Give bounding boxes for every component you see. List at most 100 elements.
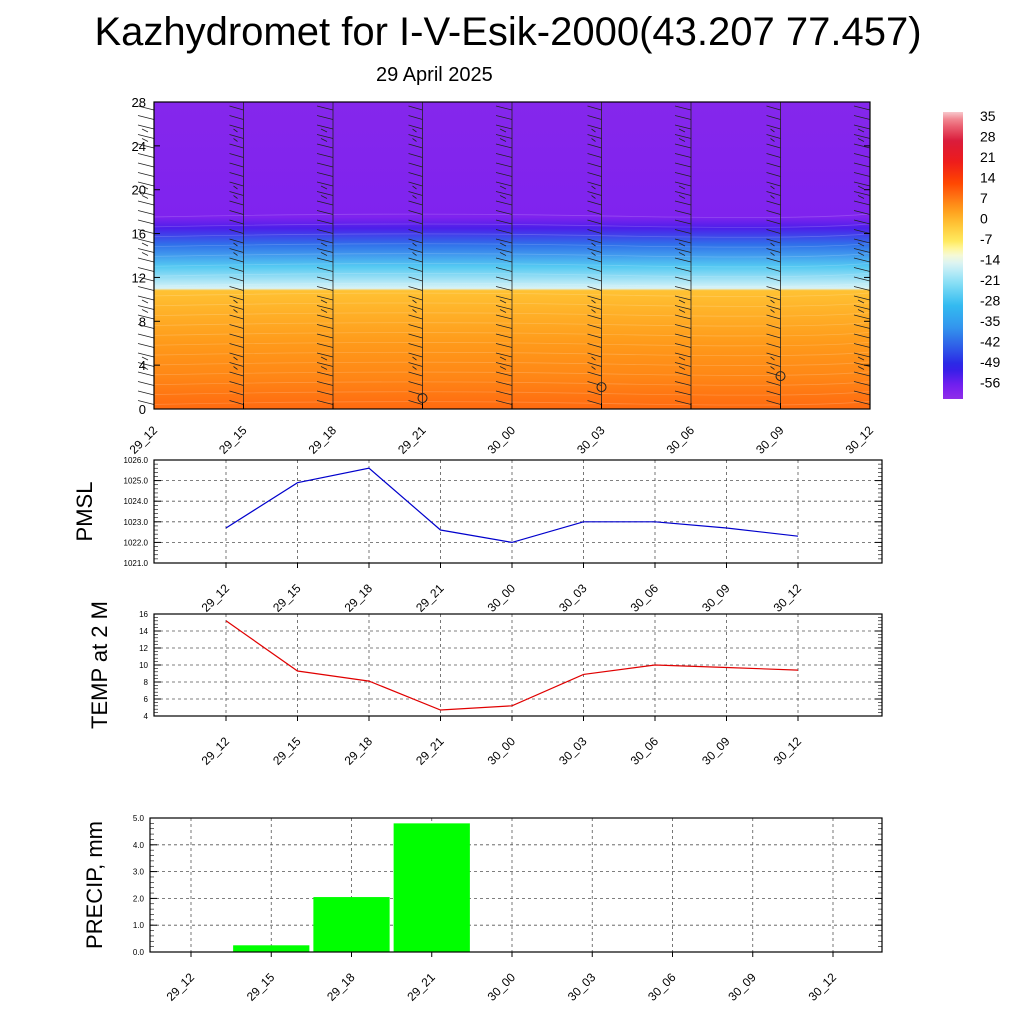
wind-barb bbox=[412, 185, 417, 190]
wind-barb bbox=[591, 252, 596, 256]
x-tick-label: 30_03 bbox=[574, 423, 608, 457]
wind-barb bbox=[141, 242, 149, 247]
wind-barb bbox=[229, 219, 244, 225]
wind-barb bbox=[853, 333, 871, 339]
wind-barb bbox=[495, 362, 513, 367]
y-tick-label: 1026.0 bbox=[124, 456, 149, 465]
wind-barb bbox=[229, 305, 244, 310]
wind-barb bbox=[229, 362, 244, 367]
x-tick-label: 30_06 bbox=[645, 970, 679, 1004]
wind-barb bbox=[495, 229, 513, 234]
contour-line bbox=[153, 351, 871, 357]
wind-barb bbox=[233, 185, 238, 190]
wind-barb bbox=[412, 356, 417, 361]
colorbar-label: -21 bbox=[980, 272, 1000, 288]
wind-barb bbox=[316, 172, 334, 177]
wind-barb bbox=[587, 267, 602, 272]
wind-barb bbox=[674, 219, 692, 225]
wind-barb bbox=[316, 200, 334, 206]
wind-barb bbox=[766, 134, 781, 139]
y-tick-label: 20 bbox=[132, 183, 146, 198]
wind-barb bbox=[853, 362, 871, 367]
wind-barb bbox=[229, 324, 244, 329]
wind-barb bbox=[495, 390, 513, 396]
x-tick-label: 30_00 bbox=[485, 423, 519, 457]
y-tick-label: 14 bbox=[139, 627, 148, 636]
wind-barb bbox=[408, 257, 423, 263]
wind-barb bbox=[766, 172, 781, 177]
wind-barb bbox=[233, 242, 238, 247]
wind-barb bbox=[591, 299, 596, 304]
wind-barb bbox=[316, 105, 334, 111]
contour-line bbox=[153, 213, 871, 218]
colorbar-label: 0 bbox=[980, 211, 988, 227]
wind-barb bbox=[495, 115, 513, 120]
wind-barb bbox=[587, 381, 602, 386]
wind-barb bbox=[495, 219, 513, 225]
wind-barb bbox=[587, 400, 602, 405]
x-tick-label: 30_06 bbox=[628, 581, 662, 615]
colorbar-label: -49 bbox=[980, 354, 1000, 370]
colorbar-label: -35 bbox=[980, 313, 1000, 329]
wind-barb bbox=[499, 128, 507, 133]
wind-barb bbox=[495, 105, 513, 111]
y-tick-label: 1024.0 bbox=[124, 497, 149, 506]
wind-barb bbox=[316, 362, 334, 367]
wind-barb bbox=[674, 286, 692, 291]
wind-barb bbox=[853, 324, 871, 329]
wind-barb bbox=[233, 309, 238, 313]
wind-barb bbox=[137, 343, 155, 348]
contour-line bbox=[153, 331, 871, 337]
wind-barb bbox=[674, 390, 692, 396]
wind-barb bbox=[587, 390, 602, 396]
wind-barb bbox=[141, 138, 149, 142]
wind-barb bbox=[495, 267, 513, 272]
wind-barb bbox=[233, 356, 238, 361]
wind-barb bbox=[408, 153, 423, 158]
wind-barb bbox=[674, 314, 692, 320]
x-tick-label: 29_18 bbox=[342, 581, 376, 615]
wind-barb bbox=[587, 153, 602, 158]
wind-barb bbox=[853, 276, 871, 282]
wind-barb bbox=[853, 238, 871, 244]
y-axis-label: PMSL bbox=[72, 482, 97, 542]
wind-barb bbox=[857, 185, 865, 190]
wind-barb bbox=[674, 143, 692, 149]
wind-barb bbox=[766, 257, 781, 263]
wind-barb bbox=[770, 185, 775, 190]
wind-barb bbox=[587, 276, 602, 282]
wind-barb bbox=[408, 333, 423, 339]
colorbar-label: 7 bbox=[980, 190, 988, 206]
wind-barb bbox=[853, 124, 871, 130]
wind-barb bbox=[766, 295, 781, 301]
wind-barb bbox=[316, 295, 334, 301]
wind-barb bbox=[853, 400, 871, 405]
x-tick-label: 29_18 bbox=[342, 734, 376, 768]
wind-barb bbox=[857, 242, 865, 247]
x-tick-label: 29_21 bbox=[413, 581, 447, 615]
wind-barb bbox=[408, 295, 423, 301]
wind-barb bbox=[770, 356, 775, 361]
wind-barb bbox=[141, 299, 149, 304]
wind-barb bbox=[229, 200, 244, 206]
wind-barb bbox=[412, 252, 417, 256]
wind-barb bbox=[678, 252, 686, 256]
chart-title: Kazhydromet for I-V-Esik-2000(43.207 77.… bbox=[94, 10, 922, 54]
wind-barb bbox=[408, 324, 423, 329]
wind-barb bbox=[408, 115, 423, 120]
wind-barb bbox=[674, 371, 692, 377]
wind-barb bbox=[141, 309, 149, 313]
precip-mm-bar bbox=[313, 897, 390, 952]
contour-line bbox=[153, 381, 871, 386]
wind-barb bbox=[495, 324, 513, 329]
wind-barb bbox=[587, 134, 602, 139]
wind-barb bbox=[233, 128, 238, 133]
wind-barb bbox=[853, 286, 871, 291]
wind-barb bbox=[408, 229, 423, 234]
wind-barb bbox=[587, 229, 602, 234]
wind-barb bbox=[137, 172, 155, 177]
wind-barb bbox=[678, 195, 686, 199]
wind-barb bbox=[591, 128, 596, 133]
wind-barb bbox=[674, 362, 692, 367]
wind-barb bbox=[766, 248, 781, 253]
